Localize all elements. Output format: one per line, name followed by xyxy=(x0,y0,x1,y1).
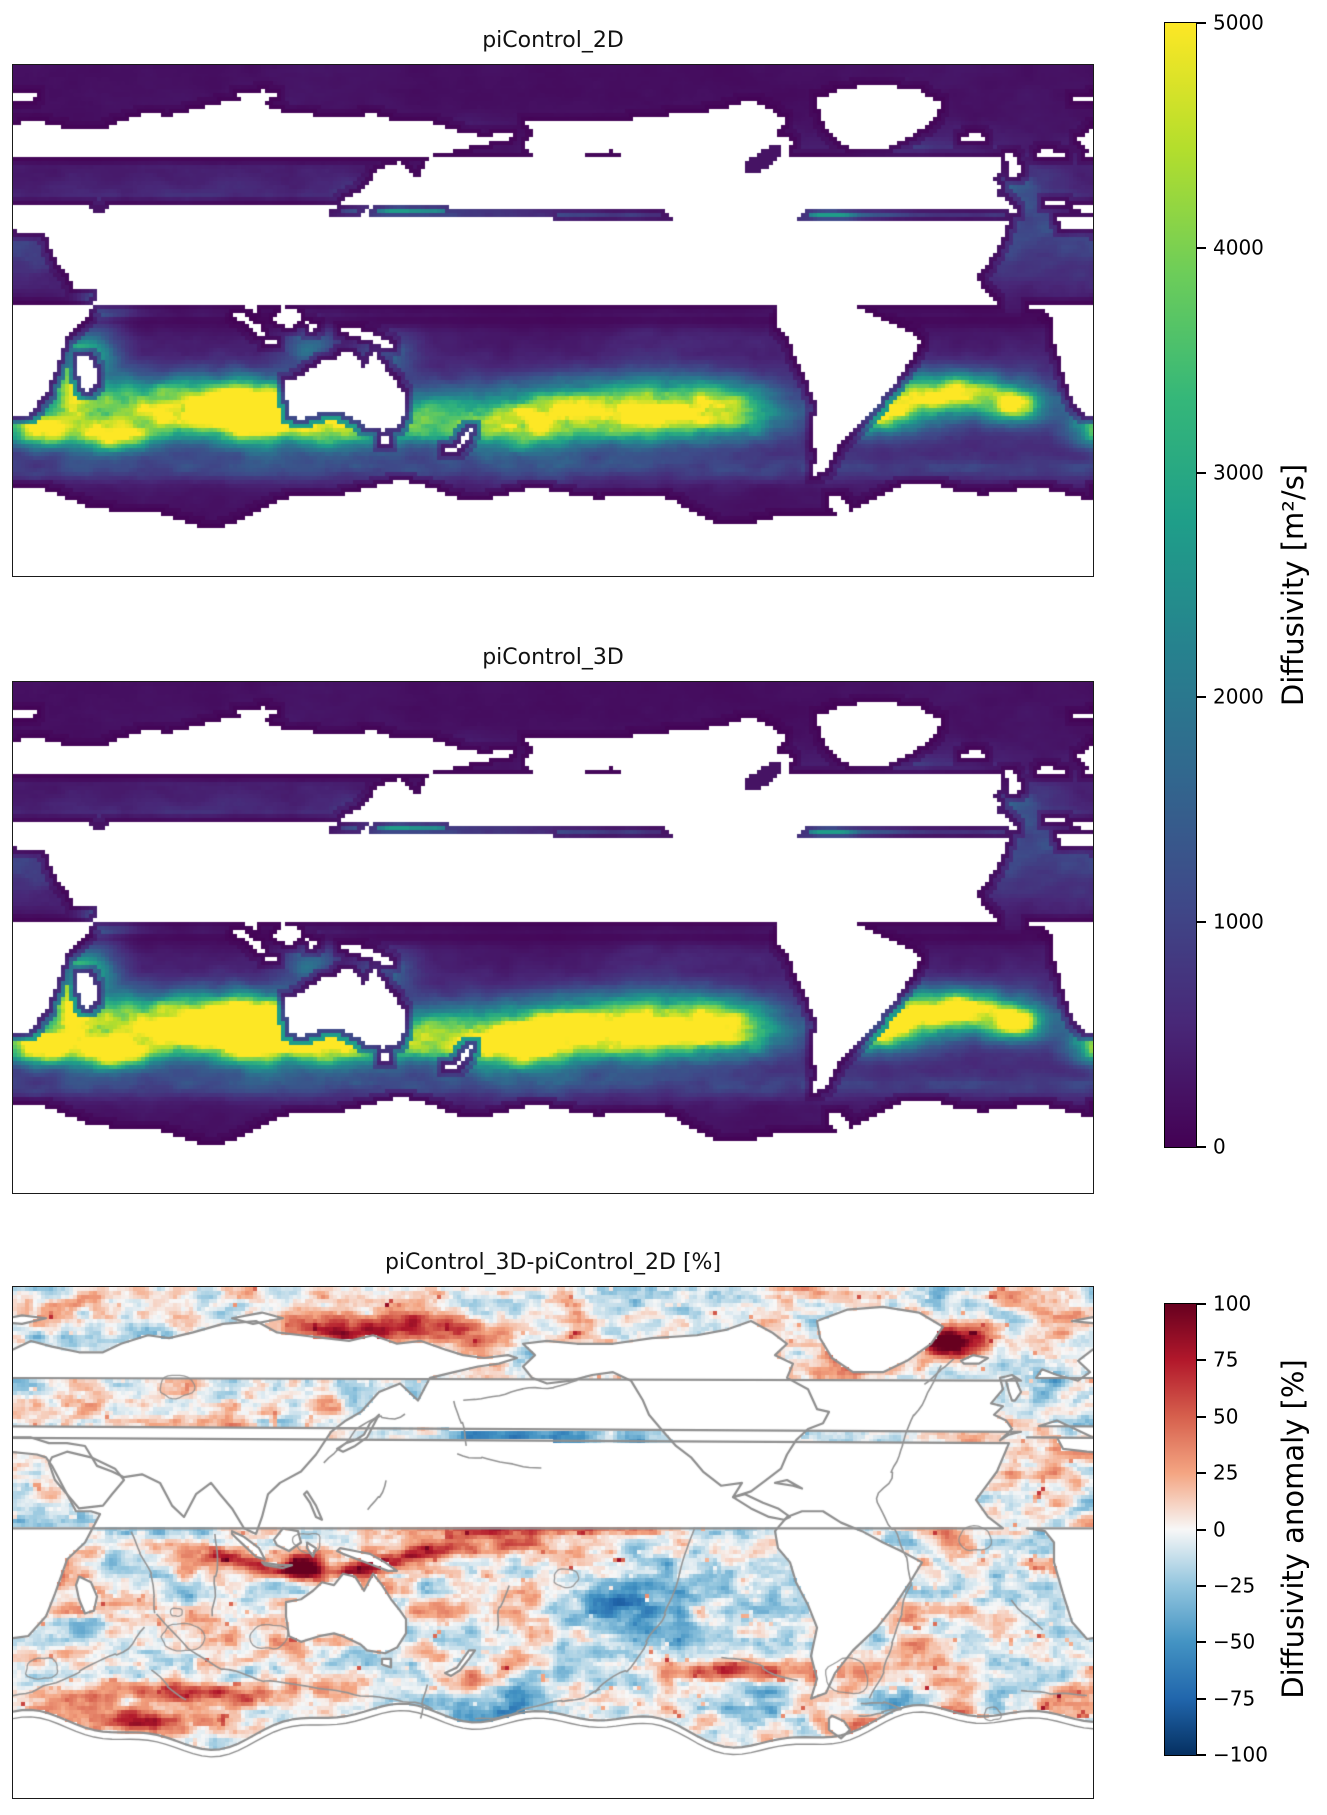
colorbar-tick-label: −25 xyxy=(1213,1573,1256,1598)
colorbar-tick-label: 4000 xyxy=(1213,235,1264,260)
colorbar-tick-label: 50 xyxy=(1213,1404,1239,1429)
colorbar-tick-mark xyxy=(1197,1146,1206,1148)
colorbar-diffusivity: 5000 4000 3000 2000 1000 0 xyxy=(1164,11,1264,1159)
colorbar-tick-mark xyxy=(1197,696,1206,699)
colorbar-tick-mark xyxy=(1197,1754,1206,1756)
colorbar-tick-mark xyxy=(1197,22,1206,24)
panel-title-piControl-2D: piControl_2D xyxy=(482,28,624,53)
map-piControl-3D xyxy=(12,681,1094,1194)
map-anomaly xyxy=(12,1286,1094,1799)
panel-title-anomaly: piControl_3D-piControl_2D [%] xyxy=(384,1250,722,1275)
colorbar-tick-mark xyxy=(1197,471,1206,474)
colorbar-tick-label: 0 xyxy=(1213,1517,1226,1542)
colorbar-tick-mark xyxy=(1197,1641,1206,1644)
colorbar-tick-label: −75 xyxy=(1213,1686,1256,1711)
colorbar-tick-mark xyxy=(1197,1359,1206,1362)
colorbar-tick-label: 100 xyxy=(1213,1291,1252,1316)
colorbar-tick-label: 75 xyxy=(1213,1347,1239,1372)
colorbar-tick-label: 0 xyxy=(1213,1134,1226,1159)
colorbar-anomaly: 100 75 50 25 0 −25 −50 −75 −100 xyxy=(1164,1292,1268,1767)
colorbar-anomaly-axis-label: Diffusivity anomaly [%] xyxy=(1276,1359,1310,1699)
colorbar-tick-label: −100 xyxy=(1213,1742,1268,1767)
colorbar-tick-mark xyxy=(1197,1303,1206,1305)
colorbar-tick-label: −50 xyxy=(1213,1629,1256,1654)
colorbar-tick-mark xyxy=(1197,1584,1206,1587)
colorbar-tick-label: 2000 xyxy=(1213,684,1264,709)
panel-title-piControl-3D: piControl_3D xyxy=(482,645,624,670)
colorbar-tick-mark xyxy=(1197,1528,1206,1531)
colorbar-tick-label: 25 xyxy=(1213,1460,1239,1485)
map-piControl-2D xyxy=(12,64,1094,577)
colorbar-tick-mark xyxy=(1197,246,1206,249)
colorbar-tick-label: 5000 xyxy=(1213,10,1264,35)
colorbar-tick-label: 3000 xyxy=(1213,460,1264,485)
colorbar-tick-mark xyxy=(1197,1415,1206,1418)
colorbar-anomaly-gradient xyxy=(1165,1304,1196,1755)
colorbar-diffusivity-axis-label: Diffusivity [m²/s] xyxy=(1276,463,1310,707)
colorbar-diffusivity-gradient xyxy=(1165,23,1196,1147)
colorbar-tick-label: 1000 xyxy=(1213,909,1264,934)
colorbar-tick-mark xyxy=(1197,1472,1206,1475)
colorbar-tick-mark xyxy=(1197,1697,1206,1700)
colorbar-tick-mark xyxy=(1197,921,1206,924)
